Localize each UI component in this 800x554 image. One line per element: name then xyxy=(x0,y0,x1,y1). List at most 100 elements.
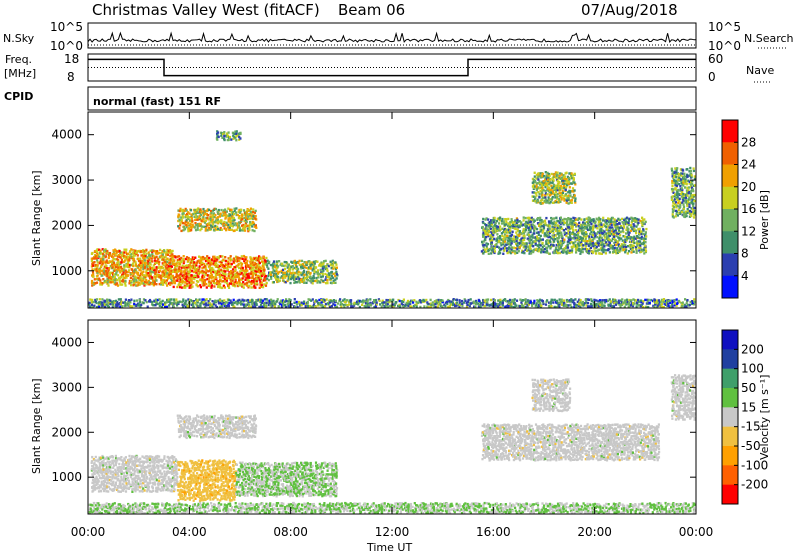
scatter-cell xyxy=(555,186,558,190)
scatter-cell xyxy=(575,251,578,254)
scatter-cell xyxy=(551,298,554,302)
scatter-cell xyxy=(558,221,561,224)
scatter-cell xyxy=(634,229,638,232)
scatter-cell xyxy=(213,221,216,224)
scatter-cell xyxy=(309,275,312,279)
scatter-cell xyxy=(579,235,582,239)
scatter-cell xyxy=(485,227,488,230)
scatter-cell xyxy=(592,230,595,234)
scatter-cell xyxy=(564,193,568,196)
scatter-cell xyxy=(222,272,225,275)
scatter-cell xyxy=(196,208,199,211)
scatter-cell xyxy=(381,303,384,306)
scatter-cell xyxy=(229,265,232,268)
scatter-cell xyxy=(308,260,311,263)
scatter-cell xyxy=(160,302,163,305)
scatter-cell xyxy=(208,217,211,220)
scatter-cell xyxy=(561,179,564,183)
scatter-cell xyxy=(568,222,571,225)
scatter-cell xyxy=(517,225,520,229)
scatter-cell xyxy=(326,273,329,277)
scatter-cell xyxy=(270,273,273,276)
scatter-cell xyxy=(324,272,327,276)
scatter-cell xyxy=(233,207,236,210)
scatter-cell xyxy=(532,218,535,221)
scatter-cell xyxy=(569,231,572,234)
scatter-cell xyxy=(329,263,332,266)
scatter-cell xyxy=(552,301,555,304)
scatter-cell xyxy=(224,278,227,282)
scatter-cell xyxy=(208,283,211,286)
scatter-cell xyxy=(192,281,195,284)
scatter-cell xyxy=(484,231,488,234)
scatter-cell xyxy=(117,254,120,257)
scatter-cell xyxy=(602,243,605,246)
scatter-cell xyxy=(107,269,110,273)
scatter-cell xyxy=(112,300,115,303)
scatter-cell xyxy=(199,302,202,305)
scatter-cell xyxy=(314,260,317,263)
scatter-cell xyxy=(166,248,169,252)
scatter-cell xyxy=(563,199,566,202)
scatter-cell xyxy=(548,188,551,191)
scatter-cell xyxy=(252,277,256,281)
scatter-cell xyxy=(597,220,600,224)
scatter-cell xyxy=(515,217,518,220)
scatter-cell xyxy=(197,266,200,269)
scatter-cell xyxy=(562,229,565,232)
scatter-cell xyxy=(623,226,626,229)
scatter-cell xyxy=(586,250,589,253)
scatter-cell xyxy=(571,219,574,222)
scatter-cell xyxy=(611,216,614,220)
scatter-cell xyxy=(522,228,525,231)
scatter-cell xyxy=(179,207,182,211)
scatter-cell xyxy=(130,263,133,267)
scatter-cell xyxy=(108,281,111,284)
scatter-cell xyxy=(454,302,457,305)
scatter-cell xyxy=(540,188,544,191)
scatter-cell xyxy=(675,179,678,182)
scatter-cell xyxy=(644,247,647,250)
scatter-cell xyxy=(137,271,140,275)
scatter-cell xyxy=(483,238,486,241)
scatter-cell xyxy=(504,246,507,250)
scatter-cell xyxy=(618,250,621,254)
scatter-cell xyxy=(198,255,201,258)
scatter-cell xyxy=(692,216,696,219)
scatter-cell xyxy=(258,268,261,271)
scatter-cell xyxy=(238,138,241,141)
scatter-cell xyxy=(632,229,635,233)
scatter-cell xyxy=(249,210,252,213)
scatter-cell xyxy=(512,238,515,241)
scatter-cell xyxy=(147,264,150,267)
scatter-cell xyxy=(112,275,115,278)
scatter-cell xyxy=(584,243,587,246)
scatter-cell xyxy=(94,282,97,285)
scatter-cell xyxy=(289,281,292,285)
scatter-cell xyxy=(615,219,618,222)
scatter-cell xyxy=(577,242,580,245)
scatter-cell xyxy=(133,304,136,307)
scatter-cell xyxy=(419,305,422,309)
scatter-cell xyxy=(484,301,487,304)
scatter-cell xyxy=(212,263,215,266)
scatter-cell xyxy=(503,240,507,243)
scatter-cell xyxy=(429,302,432,305)
scatter-cell xyxy=(271,271,274,274)
scatter-cell xyxy=(507,299,510,303)
scatter-cell xyxy=(636,240,639,243)
scatter-cell xyxy=(537,250,540,253)
scatter-cell xyxy=(680,181,683,185)
scatter-cell xyxy=(483,248,486,251)
scatter-cell xyxy=(531,242,534,245)
scatter-cell xyxy=(579,252,582,255)
scatter-cell xyxy=(475,302,478,305)
scatter-cell xyxy=(360,300,363,303)
scatter-cell xyxy=(671,184,674,188)
scatter-cell xyxy=(537,217,540,220)
scatter-cell xyxy=(233,261,236,264)
scatter-cell xyxy=(519,241,522,245)
scatter-cell xyxy=(234,272,237,275)
scatter-cell xyxy=(201,298,204,301)
scatter-cell xyxy=(537,175,540,178)
